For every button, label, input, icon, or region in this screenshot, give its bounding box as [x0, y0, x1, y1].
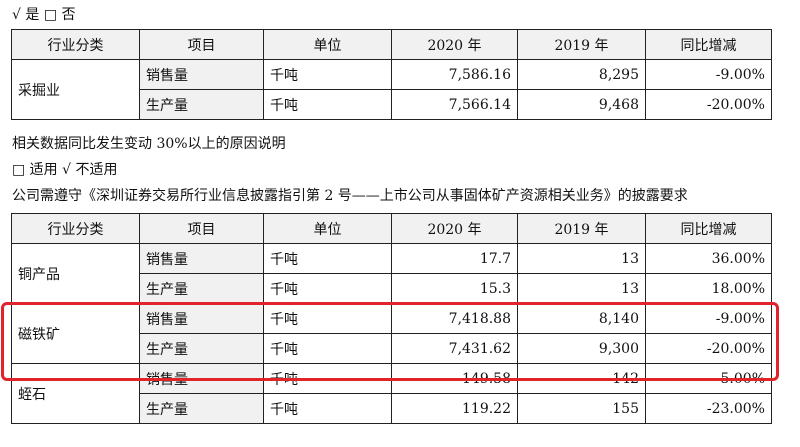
header-industry: 行业分类	[11, 213, 140, 244]
value-2019-cell: 8,295	[517, 59, 646, 90]
header-2019: 2019 年	[517, 213, 646, 244]
category-cell: 采掘业	[11, 59, 140, 120]
table-header-row: 行业分类 项目 单位 2020 年 2019 年 同比增减	[11, 29, 772, 60]
value-2019-cell: 13	[517, 273, 646, 304]
header-2019: 2019 年	[517, 29, 646, 60]
value-2019-cell: 13	[517, 243, 646, 274]
reason-explanation-line: 相关数据同比发生变动 30%以上的原因说明	[12, 136, 286, 152]
table-row: 生产量 千吨 119.22 155 -23.00%	[12, 393, 772, 424]
header-2020: 2020 年	[391, 29, 518, 60]
value-2020-cell: 17.7	[391, 243, 518, 274]
mining-industry-table: 行业分类 项目 单位 2020 年 2019 年 同比增减 采掘业 销售量 千吨…	[11, 29, 772, 120]
magnetite-highlight-box	[1, 302, 779, 381]
compliance-statement-line: 公司需遵守《深圳证券交易所行业信息披露指引第 2 号——上市公司从事固体矿产资源…	[12, 188, 688, 204]
change-cell: -20.00%	[645, 89, 772, 120]
item-cell: 生产量	[139, 393, 264, 424]
table-header-row: 行业分类 项目 单位 2020 年 2019 年 同比增减	[11, 213, 772, 244]
unit-cell: 千吨	[263, 273, 392, 304]
change-cell: 36.00%	[645, 243, 772, 274]
applicable-option-line: □ 适用 √ 不适用	[12, 162, 118, 178]
header-change: 同比增减	[645, 213, 772, 244]
value-2020-cell: 15.3	[391, 273, 518, 304]
category-cell: 磁铁矿	[11, 303, 140, 364]
table-row: 采掘业 销售量 千吨 7,586.16 8,295 -9.00%	[11, 59, 772, 120]
value-2020-cell: 7,566.14	[391, 89, 518, 120]
value-2019-cell: 9,468	[517, 89, 646, 120]
change-cell: -23.00%	[645, 393, 772, 424]
header-item: 项目	[139, 29, 264, 60]
header-unit: 单位	[263, 29, 392, 60]
value-2019-cell: 155	[517, 393, 646, 424]
category-cell: 蛭石	[11, 363, 140, 424]
header-unit: 单位	[263, 213, 392, 244]
header-item: 项目	[139, 213, 264, 244]
item-cell: 销售量	[139, 243, 264, 274]
header-2020: 2020 年	[391, 213, 518, 244]
table-row: 铜产品 销售量 千吨 17.7 13 36.00%	[11, 243, 772, 304]
category-cell: 铜产品	[11, 243, 140, 304]
table-row: 生产量 千吨 7,566.14 9,468 -20.00%	[12, 89, 772, 120]
item-cell: 生产量	[139, 89, 264, 120]
item-cell: 生产量	[139, 333, 264, 364]
value-2020-cell: 7,586.16	[391, 59, 518, 90]
yes-no-option-line: √ 是 □ 否	[12, 7, 76, 23]
value-2020-cell: 119.22	[391, 393, 518, 424]
value-2020-cell: 7,418.88	[391, 303, 518, 334]
unit-cell: 千吨	[263, 59, 392, 90]
unit-cell: 千吨	[263, 89, 392, 120]
item-cell: 生产量	[139, 273, 264, 304]
table-row: 磁铁矿 销售量 千吨 7,418.88 8,140 -9.00%	[11, 303, 772, 364]
unit-cell: 千吨	[263, 333, 392, 364]
table-row: 生产量 千吨 7,431.62 9,300 -20.00%	[12, 333, 772, 364]
unit-cell: 千吨	[263, 243, 392, 274]
unit-cell: 千吨	[263, 393, 392, 424]
header-change: 同比增减	[645, 29, 772, 60]
change-cell: 18.00%	[645, 273, 772, 304]
header-industry: 行业分类	[11, 29, 140, 60]
change-cell: -9.00%	[645, 59, 772, 90]
item-cell: 销售量	[139, 59, 264, 90]
